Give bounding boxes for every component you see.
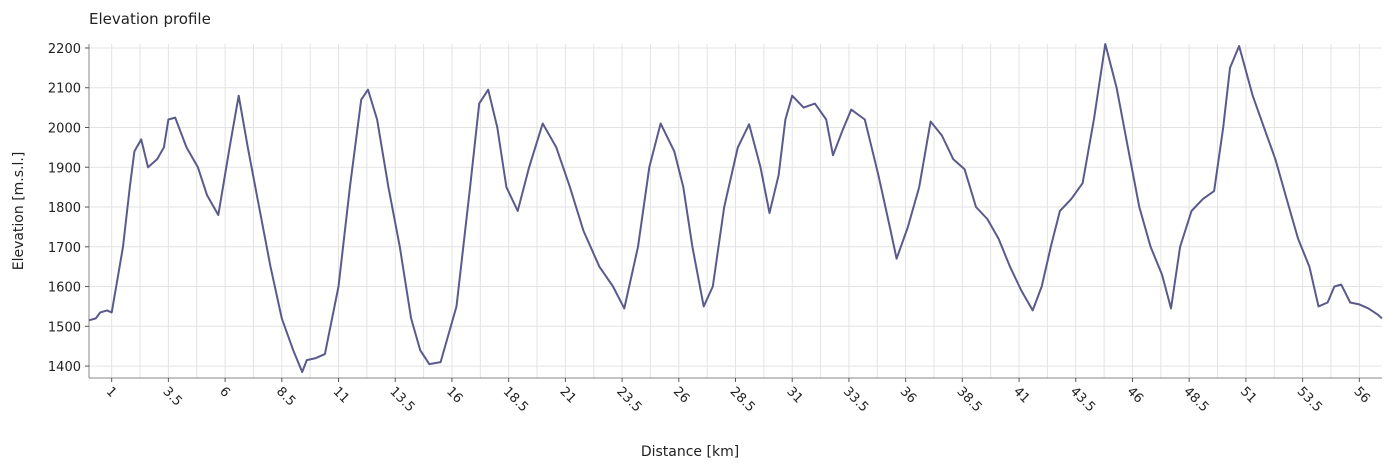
x-tick-label: 36 bbox=[897, 384, 919, 406]
x-tick-label: 8.5 bbox=[273, 384, 298, 409]
y-tick-label: 1400 bbox=[48, 360, 81, 375]
x-tick-label: 31 bbox=[783, 384, 805, 406]
series-group bbox=[88, 43, 1383, 373]
x-tick-label: 51 bbox=[1237, 384, 1259, 406]
x-tick-label: 33.5 bbox=[840, 384, 871, 415]
x-tick-label: 3.5 bbox=[160, 384, 185, 409]
y-tick-label: 1500 bbox=[48, 320, 81, 335]
x-tick-label: 21 bbox=[557, 384, 579, 406]
y-tick-label: 1900 bbox=[48, 161, 81, 176]
elevation-series-line bbox=[88, 43, 1383, 373]
y-tick-label: 1600 bbox=[48, 281, 81, 296]
x-tick-label: 46 bbox=[1124, 384, 1146, 406]
x-tick-label: 6 bbox=[216, 384, 232, 400]
y-tick-label: 1800 bbox=[48, 201, 81, 216]
x-tick-label: 23.5 bbox=[613, 384, 644, 415]
grid bbox=[89, 44, 1382, 378]
y-tick-label: 2000 bbox=[48, 122, 81, 137]
y-tick-label: 2100 bbox=[48, 82, 81, 97]
x-tick-label: 43.5 bbox=[1067, 384, 1098, 415]
x-axis-label: Distance [km] bbox=[641, 444, 739, 460]
x-tick-label: 18.5 bbox=[500, 384, 531, 415]
x-tick-label: 13.5 bbox=[386, 384, 417, 415]
x-tick-label: 11 bbox=[330, 384, 352, 406]
x-tick-label: 1 bbox=[103, 384, 119, 400]
x-tick-label: 26 bbox=[670, 384, 692, 406]
x-tick-label: 53.5 bbox=[1294, 384, 1325, 415]
x-tick-label: 41 bbox=[1010, 384, 1032, 406]
y-axis-label: Elevation [m.s.l.] bbox=[11, 152, 27, 271]
x-tick-label: 48.5 bbox=[1180, 384, 1211, 415]
x-tick-label: 56 bbox=[1350, 384, 1372, 406]
y-tick-label: 1700 bbox=[48, 241, 81, 256]
y-tick-label: 2200 bbox=[48, 42, 81, 57]
x-tick-label: 28.5 bbox=[727, 384, 758, 415]
x-tick-label: 38.5 bbox=[954, 384, 985, 415]
x-tick-label: 16 bbox=[443, 384, 465, 406]
chart-title: Elevation profile bbox=[89, 10, 211, 28]
